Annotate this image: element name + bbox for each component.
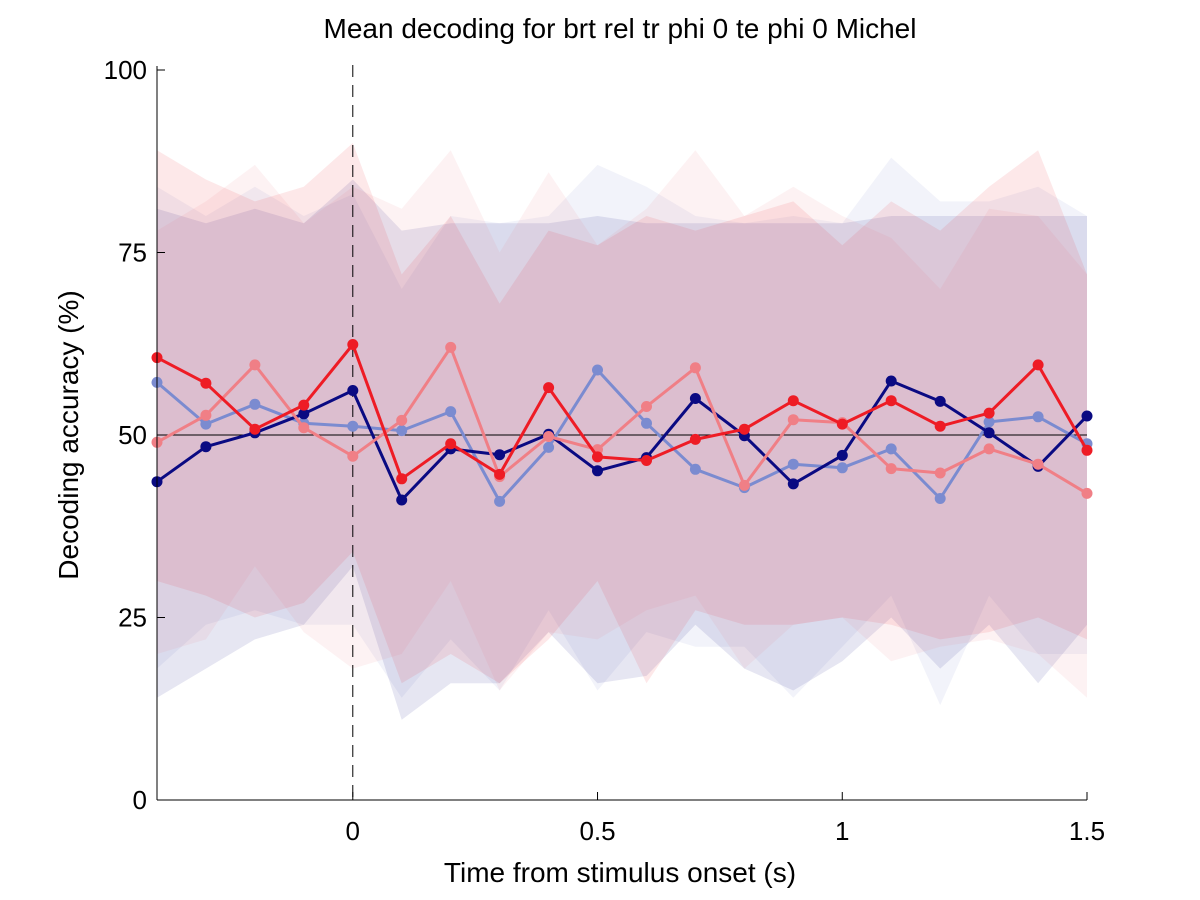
data-point xyxy=(983,407,995,419)
data-point xyxy=(396,414,408,426)
data-point xyxy=(885,395,897,407)
data-point xyxy=(200,409,212,421)
confidence-band-4 xyxy=(157,143,1087,684)
data-point xyxy=(934,493,946,504)
data-point xyxy=(641,417,652,429)
data-point xyxy=(298,422,310,434)
data-point xyxy=(396,473,408,485)
data-point xyxy=(1081,444,1093,456)
data-point xyxy=(543,382,555,394)
data-point xyxy=(347,385,359,396)
x-tick-label: 0.5 xyxy=(579,816,615,846)
data-point xyxy=(1032,359,1044,371)
data-point xyxy=(1032,458,1044,470)
chart-title: Mean decoding for brt rel tr phi 0 te ph… xyxy=(324,13,917,44)
data-point xyxy=(494,495,506,507)
data-point xyxy=(641,401,652,412)
data-point xyxy=(1081,410,1093,422)
data-point xyxy=(298,399,310,411)
data-point xyxy=(885,443,897,455)
data-point xyxy=(445,406,457,418)
data-point xyxy=(983,416,995,428)
axes: 0 25 50 75 100 0 0.5 1 1.5 xyxy=(104,55,1105,846)
series-line-1 xyxy=(156,368,1088,503)
data-point xyxy=(934,395,946,407)
data-point xyxy=(396,494,408,506)
data-point xyxy=(689,362,701,374)
data-point xyxy=(836,462,848,474)
data-point xyxy=(298,408,310,420)
data-point xyxy=(396,425,408,437)
data-point xyxy=(543,431,555,442)
data-point xyxy=(836,418,848,430)
data-point xyxy=(738,479,750,491)
data-point xyxy=(1032,411,1044,423)
data-point xyxy=(200,377,212,389)
data-point xyxy=(347,420,359,432)
data-point xyxy=(641,455,652,466)
data-point xyxy=(592,465,603,477)
series-line-2 xyxy=(156,379,1089,502)
confidence-band-2 xyxy=(157,179,1087,720)
y-tick-label: 0 xyxy=(133,785,147,815)
data-point xyxy=(983,443,995,455)
y-tick-label: 25 xyxy=(118,603,147,633)
x-axis-label: Time from stimulus onset (s) xyxy=(444,857,796,888)
data-point xyxy=(592,451,603,463)
data-point xyxy=(249,398,261,410)
data-point xyxy=(347,339,359,350)
data-point xyxy=(494,468,506,480)
data-point xyxy=(689,463,701,475)
data-point xyxy=(592,364,603,376)
data-point xyxy=(1081,487,1093,499)
x-tick-label: 0 xyxy=(346,816,360,846)
data-point xyxy=(983,427,995,439)
y-tick-label: 75 xyxy=(118,238,147,268)
x-tick-label: 1.5 xyxy=(1069,816,1105,846)
data-point xyxy=(934,467,946,479)
data-point xyxy=(543,441,555,453)
y-tick-label: 100 xyxy=(104,55,147,85)
data-point xyxy=(445,341,457,353)
data-point xyxy=(689,433,701,445)
confidence-bands xyxy=(157,143,1087,720)
confidence-band-1 xyxy=(157,157,1087,706)
data-point xyxy=(445,438,457,450)
series-line-3 xyxy=(156,345,1088,495)
y-axis-label: Decoding accuracy (%) xyxy=(53,290,84,579)
x-tick-label: 1 xyxy=(835,816,849,846)
data-point xyxy=(347,450,359,462)
data-point xyxy=(689,393,701,404)
y-tick-label: 50 xyxy=(118,420,147,450)
data-point xyxy=(787,414,799,426)
data-point xyxy=(885,463,897,475)
data-point xyxy=(200,441,212,453)
series-line-4 xyxy=(156,343,1089,481)
data-point xyxy=(836,449,848,461)
confidence-band-3 xyxy=(157,150,1087,698)
data-point xyxy=(787,458,799,470)
data-point xyxy=(200,418,212,430)
data-point xyxy=(787,478,799,490)
data-point xyxy=(738,423,750,435)
data-point xyxy=(249,359,261,371)
data-point xyxy=(787,395,799,407)
data-point xyxy=(885,375,897,387)
data-point xyxy=(249,423,261,435)
data-point xyxy=(494,449,506,461)
data-point xyxy=(934,420,946,432)
